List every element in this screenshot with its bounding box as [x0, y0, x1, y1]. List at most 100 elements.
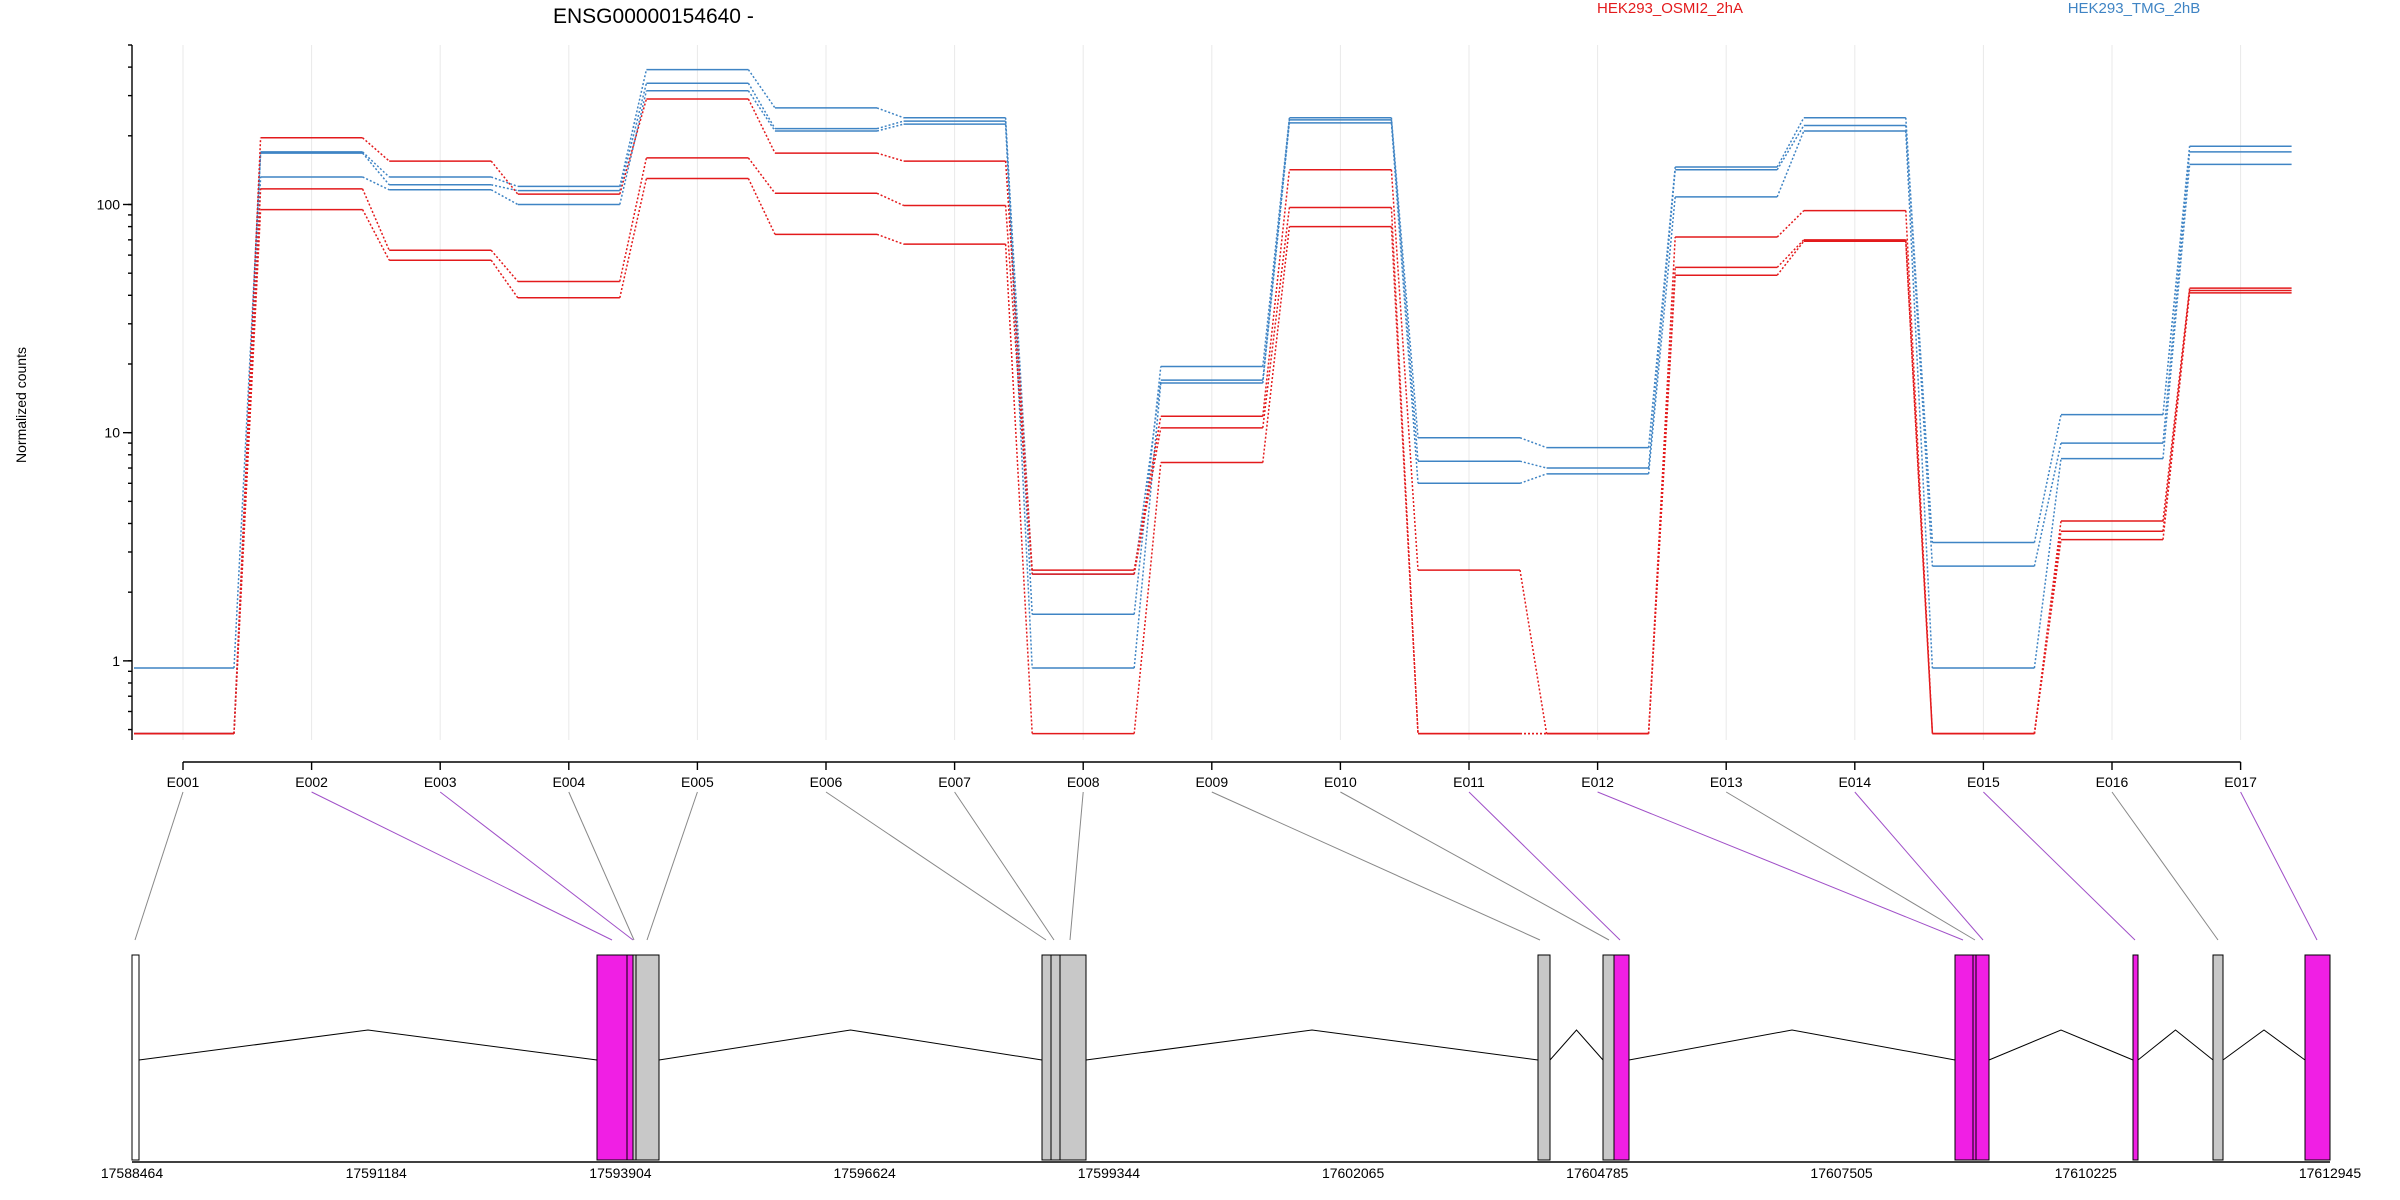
x-tick-label-e001: E001	[167, 774, 200, 790]
series-connector	[2162, 151, 2191, 444]
series-connector	[1390, 122, 1419, 484]
exon-box-1	[131, 954, 140, 1161]
series-connector	[491, 184, 518, 192]
series-connector	[1390, 226, 1419, 734]
series-connector	[1519, 437, 1547, 449]
connector-line-1	[134, 791, 184, 941]
x-tick-label-e017: E017	[2224, 774, 2257, 790]
series-connector	[1647, 166, 1676, 448]
series-connector	[490, 189, 519, 206]
series-connector	[1776, 125, 1805, 171]
series-connector	[1133, 462, 1162, 734]
exon-box-9	[1537, 954, 1551, 1161]
series-connector	[1776, 239, 1805, 268]
series-connector	[490, 176, 519, 188]
series-connector	[233, 137, 262, 734]
series-connector	[876, 123, 904, 132]
x-tick-label-e007: E007	[938, 774, 971, 790]
series-connector	[233, 209, 262, 734]
series-connector	[2033, 539, 2062, 734]
series-connector	[1390, 117, 1419, 438]
exon-box-8	[1059, 954, 1087, 1161]
series-connector	[1262, 207, 1291, 428]
y-tick-label: 1	[112, 653, 120, 669]
series-connector	[1647, 196, 1676, 474]
series-connector	[2162, 292, 2191, 540]
connector-line-2	[311, 791, 613, 941]
series-5	[134, 157, 2292, 735]
x-tick-label-e011: E011	[1453, 774, 1485, 790]
series-connector	[876, 107, 904, 119]
x-tick-label-e010: E010	[1324, 774, 1357, 790]
exon-box-14	[1975, 954, 1990, 1161]
connector-line-14	[1854, 791, 1984, 941]
x-tick-label-e015: E015	[1967, 774, 2000, 790]
series-6	[134, 177, 2292, 735]
connector-line-15	[1983, 791, 2136, 941]
series-connector	[1776, 210, 1805, 238]
intron-line	[1628, 1029, 1956, 1061]
series-connector	[1905, 130, 1934, 669]
exon-box-10	[1602, 954, 1615, 1161]
connector-line-11	[1468, 791, 1621, 941]
coordinate-label: 17588464	[101, 1165, 164, 1181]
intron-line	[1988, 1029, 2134, 1061]
intron-line	[2222, 1029, 2306, 1061]
y-tick-label: 100	[97, 196, 121, 212]
series-connector	[362, 137, 390, 162]
series-4	[134, 98, 2292, 735]
series-connector	[1776, 240, 1805, 276]
series-3	[134, 90, 2292, 735]
series-connector	[619, 69, 648, 187]
series-connector	[1004, 124, 1033, 669]
series-connector	[2033, 414, 2062, 543]
series-connector	[876, 152, 904, 162]
series-connector	[747, 82, 776, 130]
series-connector	[2162, 288, 2191, 522]
chart-title: ENSG00000154640 -	[553, 5, 754, 28]
exon-box-5	[635, 954, 660, 1161]
legend-label-2: HEK293_TMG_2hB	[2068, 0, 2201, 17]
exon-box-17	[2304, 954, 2331, 1161]
x-tick-label-e016: E016	[2096, 774, 2129, 790]
y-axis-title: Normalized counts	[13, 347, 29, 463]
connector-line-3	[439, 791, 634, 941]
x-tick-label-e008: E008	[1067, 774, 1100, 790]
series-connector	[490, 249, 519, 282]
exon-connector-lines	[134, 791, 2318, 941]
series-connector	[362, 151, 390, 178]
coordinate-label: 17596624	[834, 1165, 897, 1181]
intron-line	[2137, 1029, 2214, 1061]
series-connector	[747, 69, 776, 109]
coordinate-label: 17593904	[589, 1165, 652, 1181]
series-connector	[876, 233, 904, 245]
exon-box-16	[2212, 954, 2224, 1161]
series-connector	[619, 98, 648, 195]
x-tick-label-e003: E003	[424, 774, 457, 790]
x-tick-label-e013: E013	[1710, 774, 1743, 790]
series-connector	[1905, 210, 1934, 734]
series-connector	[876, 192, 904, 207]
coordinate-label: 17591184	[346, 1165, 407, 1181]
intron-line	[1085, 1029, 1539, 1061]
exon-box-2	[596, 954, 628, 1161]
series-connector	[1905, 117, 1934, 543]
series-connector	[1004, 205, 1033, 575]
connector-line-17	[2240, 791, 2318, 941]
series-connector	[1647, 237, 1676, 734]
x-tick-label-e004: E004	[552, 774, 585, 790]
coordinate-label: 17612945	[2299, 1165, 2362, 1181]
legend: HEK293_OSMI2_2hA HEK293_TMG_2hB	[1597, 0, 2200, 17]
series-connector	[1133, 427, 1162, 575]
legend-label-1: HEK293_OSMI2_2hA	[1597, 0, 1743, 17]
series-connector	[2033, 531, 2062, 734]
series-connector	[361, 209, 390, 261]
x-tick-label-e005: E005	[681, 774, 714, 790]
series-connector	[876, 120, 904, 130]
series-connector	[490, 160, 519, 195]
exon-box-12	[1954, 954, 1974, 1161]
series-connector	[2162, 164, 2191, 459]
series-connector	[1519, 569, 1548, 734]
series-connector	[1905, 125, 1934, 567]
